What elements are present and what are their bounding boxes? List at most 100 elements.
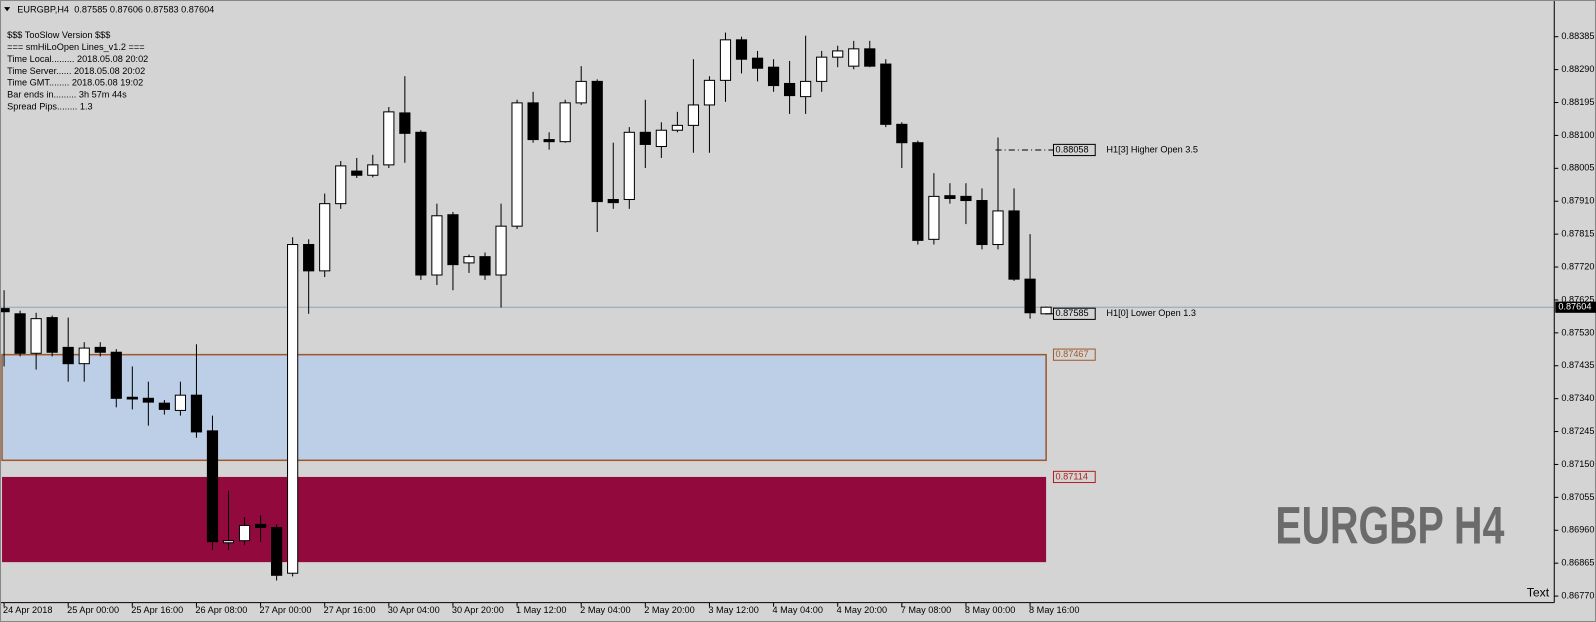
candle-body — [319, 203, 331, 272]
candle-body — [158, 402, 170, 410]
x-tick-label: 30 Apr 04:00 — [388, 605, 440, 615]
candle-body — [206, 430, 219, 543]
candle-body — [880, 63, 892, 125]
overlay: 0.87467 0.87114 0.88058 H1[3] Higher Open 3… — [995, 143, 1198, 484]
y-tick-label: 0.86960 — [1561, 525, 1594, 535]
candle-body — [735, 39, 748, 60]
candle-body — [94, 346, 106, 353]
x-tick-label: 2 May 04:00 — [580, 605, 630, 615]
y-tick-label: 0.87245 — [1561, 426, 1594, 436]
candle-body — [800, 80, 812, 98]
y-tick-label: 0.87910 — [1561, 196, 1594, 206]
candle-body — [816, 56, 828, 82]
x-tick-label: 24 Apr 2018 — [3, 605, 52, 615]
corner-label[interactable]: Text — [1527, 586, 1550, 600]
y-tick-label: 0.88290 — [1561, 64, 1594, 74]
x-tick-label: 3 May 12:00 — [708, 605, 758, 615]
candle-body — [303, 244, 315, 272]
candle-body — [976, 200, 988, 246]
y-tick-label: 0.87530 — [1561, 327, 1594, 337]
level-label: H1[3] Higher Open 3.5 — [1106, 144, 1198, 154]
quote-open: 0.87585 — [74, 5, 107, 15]
zone — [2, 476, 1047, 563]
y-tick-label: 0.87340 — [1561, 393, 1594, 403]
info-line: Spread Pips........ 1.3 — [7, 102, 93, 112]
zone-price-box — [1052, 348, 1096, 361]
y-tick-label: 0.87815 — [1561, 229, 1594, 239]
candle-body — [928, 195, 940, 240]
candle-body — [960, 195, 972, 202]
candle-body — [527, 102, 539, 141]
y-tick-label: 0.87625 — [1561, 294, 1594, 304]
info-line: === smHiLoOpen Lines_v1.2 === — [7, 42, 144, 52]
candle-body — [784, 82, 796, 97]
menu-arrow[interactable] — [4, 7, 11, 12]
quote-high: 0.87606 — [110, 5, 143, 15]
symbol-title: EURGBP,H4 — [17, 5, 69, 15]
quote-close: 0.87604 — [181, 5, 214, 15]
candle-body — [607, 198, 619, 204]
candles — [0, 32, 1052, 581]
candle-body — [238, 524, 251, 542]
candle-body — [30, 318, 42, 354]
y-tick-label: 0.86770 — [1561, 590, 1594, 600]
candle-body — [1040, 306, 1052, 315]
zones — [0, 306, 1555, 563]
watermark: EURGBP H4 — [1275, 496, 1504, 555]
candle-body — [671, 124, 683, 131]
quote-low: 0.87583 — [146, 5, 179, 15]
x-tick-label: 27 Apr 16:00 — [324, 605, 376, 615]
candle-body — [559, 102, 571, 143]
x-tick-label: 30 Apr 20:00 — [452, 605, 504, 615]
candle-body — [222, 540, 235, 544]
candle-body — [271, 526, 283, 576]
candle-body — [62, 346, 74, 365]
x-tick-label: 8 May 00:00 — [965, 605, 1015, 615]
candle-body — [944, 195, 956, 199]
current-price-label: 0.87604 — [1558, 302, 1591, 312]
candle-body — [46, 317, 58, 353]
info-line: Time Local......... 2018.05.08 20:02 — [7, 54, 148, 64]
x-tick-label: 25 Apr 16:00 — [131, 605, 183, 615]
candle-body — [287, 244, 299, 574]
candle-body — [479, 256, 491, 276]
candle-body — [1008, 210, 1020, 280]
candle-body — [110, 351, 122, 399]
candle-body — [126, 396, 138, 400]
current-price-box — [1555, 301, 1596, 313]
x-tick-label: 2 May 20:00 — [644, 605, 694, 615]
candle-body — [767, 66, 780, 87]
zone-price-label: 0.87114 — [1056, 471, 1088, 481]
candle-body — [335, 165, 347, 205]
x-tick-label: 7 May 08:00 — [901, 605, 951, 615]
zone — [1, 353, 1047, 462]
info-line: Time Server...... 2018.05.08 20:02 — [7, 66, 145, 76]
y-tick-label: 0.87435 — [1561, 360, 1594, 370]
candle-body — [655, 129, 667, 148]
candle-body — [463, 256, 475, 264]
zone-price-label: 0.87467 — [1056, 349, 1089, 359]
y-tick-label: 0.88100 — [1561, 130, 1594, 140]
candle-body — [367, 164, 379, 176]
candle-body — [142, 397, 154, 403]
x-tick-label: 4 May 04:00 — [773, 605, 823, 615]
candle-body — [399, 112, 411, 134]
level-price-label: 0.88058 — [1056, 144, 1089, 154]
y-tick-label: 0.88195 — [1561, 97, 1594, 107]
y-tick-label: 0.87150 — [1561, 459, 1594, 469]
info-line: Bar ends in......... 3h 57m 44s — [7, 90, 127, 100]
y-tick-label: 0.87055 — [1561, 492, 1594, 502]
candle-body — [351, 170, 363, 176]
candle-body — [687, 104, 700, 126]
x-tick-label: 26 Apr 08:00 — [195, 605, 247, 615]
candle-body — [190, 394, 203, 433]
candle-body — [447, 214, 459, 266]
candle-body — [992, 210, 1004, 246]
candle-body — [751, 57, 764, 69]
candle-body — [703, 79, 716, 106]
level-label: H1[0] Lower Open 1.3 — [1106, 308, 1196, 318]
candle-body — [1024, 278, 1036, 314]
candle-body — [78, 347, 90, 365]
